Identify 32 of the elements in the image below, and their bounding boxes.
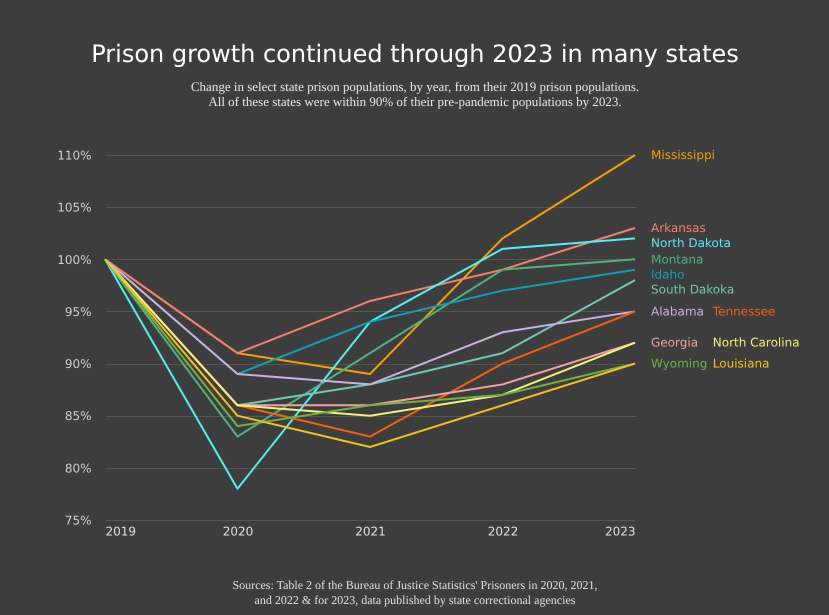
y-tick-label: 80% (64, 461, 92, 476)
series-label: North Dakota (651, 236, 731, 250)
series-label: Georgia (651, 336, 698, 350)
line-series (104, 227, 636, 354)
x-tick-label: 2023 (604, 524, 636, 538)
series-label: Idaho (651, 267, 684, 282)
series-label: Arkansas (651, 221, 706, 235)
y-tick-label: 100% (57, 252, 92, 267)
x-tick-label: 2021 (355, 524, 386, 538)
line-series (104, 237, 636, 490)
series-label: Alabama (651, 304, 704, 318)
text: All of these states were within 90% of their pre-pandemic populations by 2023. (208, 94, 622, 109)
x-tick-label: 2022 (488, 524, 518, 538)
x-tick-label: 2020 (222, 524, 254, 538)
series-label: Wyoming (651, 356, 708, 371)
y-tick-label: 75% (64, 514, 92, 528)
y-tick-label: 95% (64, 304, 92, 319)
text: Change in select state prison populations, by year, from their 2019 prison populations. (190, 79, 640, 94)
series-label: Mississippi (651, 148, 715, 162)
y-tick-label: 85% (64, 409, 92, 424)
text: Louisiana (712, 356, 770, 371)
series-label: South Dakoka (651, 282, 734, 296)
x-tick-label: 2019 (106, 524, 136, 538)
series-label: Montana (651, 252, 704, 266)
y-tick-label: 90% (64, 357, 92, 372)
y-tick-label: 105% (57, 200, 92, 215)
text: Tennessee (712, 304, 776, 318)
text: and 2022 & for 2023, data published by state correctional agencies (254, 593, 576, 607)
text: North Carolina (712, 336, 800, 350)
source-note: Sources: Table 2 of the Bureau of Justice Statistics' Prisoners in 2020, 2021, (232, 578, 598, 592)
y-tick-label: 110% (57, 148, 92, 162)
chart-title: Prison growth continued through 2023 in many states (91, 40, 739, 68)
